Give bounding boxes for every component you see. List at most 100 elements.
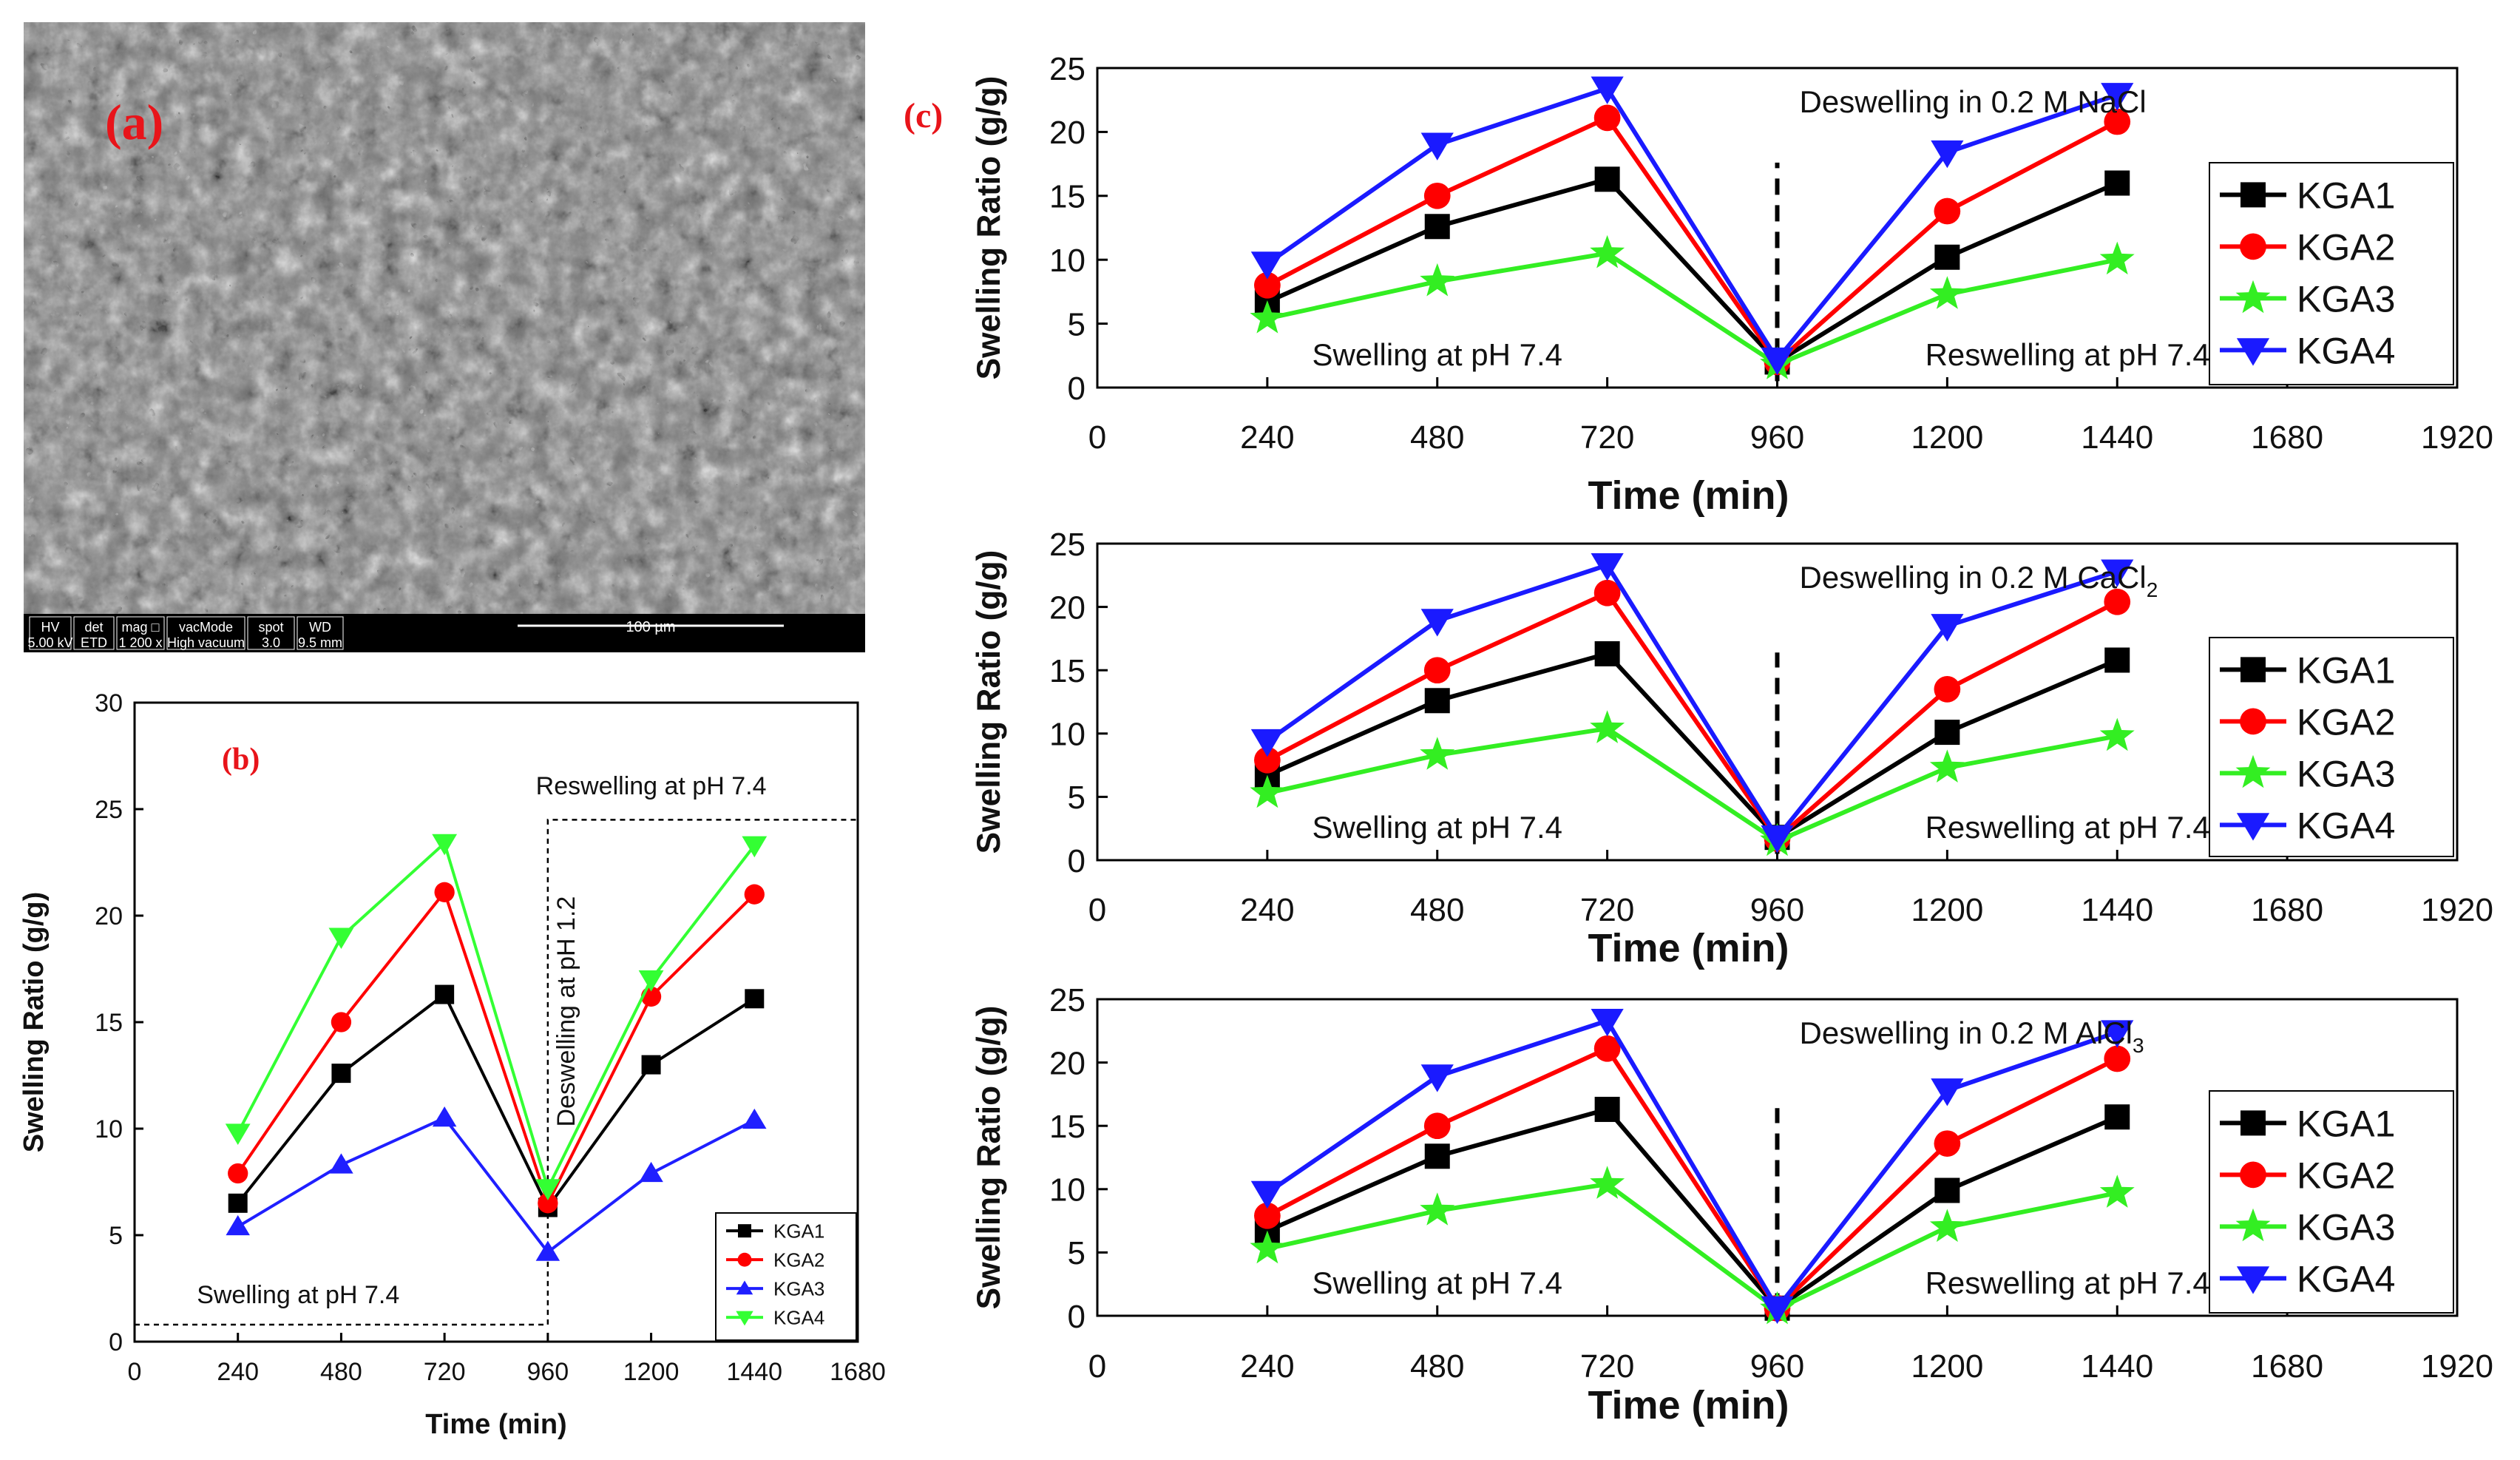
legend-marker-kga3 [2235, 1208, 2271, 1242]
data-point-kga4 [742, 836, 768, 858]
data-point-kga4 [1761, 1296, 1794, 1324]
series-line-kga4 [236, 842, 756, 1190]
data-point-kga2 [1934, 676, 1961, 703]
legend-marker-kga3 [736, 1280, 753, 1295]
sem-info-cell [116, 616, 165, 650]
y-tick-label: 5 [1068, 306, 1085, 342]
series-line-kga4 [1266, 1018, 2118, 1311]
series-line-kga3 [237, 1116, 756, 1254]
data-point-kga1 [435, 984, 455, 1004]
y-tick-label: 5 [1068, 780, 1085, 816]
x-tick-label: 0 [128, 1358, 142, 1386]
sem-info-cell [297, 616, 344, 650]
legend-label-kga4: KGA4 [2297, 1258, 2395, 1300]
phase-boundary-line [135, 819, 858, 1326]
data-point-kga2 [1934, 1130, 1961, 1157]
x-tick-label: 1200 [1911, 892, 1983, 928]
y-tick-label: 10 [95, 1115, 123, 1143]
legend-marker-kga1 [738, 1224, 751, 1238]
data-point-kga3 [1250, 1230, 1285, 1264]
data-point-kga3 [1929, 276, 1965, 309]
annotation-reswelling: Reswelling at pH 7.4 [1925, 1265, 2210, 1300]
y-axis-title: Swelling Ratio (g/g) [971, 76, 1007, 380]
sem-info-header: WD [309, 620, 331, 635]
data-point-kga3 [639, 1161, 663, 1183]
sem-info-header: vacMode [179, 620, 233, 635]
annotation-reswelling: Reswelling at pH 7.4 [536, 772, 767, 800]
series-line-kga1 [1266, 1106, 2118, 1311]
data-point-kga2 [228, 1163, 248, 1184]
data-point-kga4 [1591, 552, 1624, 581]
annotation-deswelling: Deswelling in 0.2 M AlCl3 [1800, 1015, 2144, 1057]
sem-info-header: mag □ [122, 620, 160, 635]
x-tick-label: 960 [1750, 892, 1804, 928]
legend-label-kga1: KGA1 [2297, 649, 2395, 691]
legend-marker-kga3 [2235, 754, 2271, 788]
legend-marker-kga1 [2240, 182, 2266, 208]
data-point-kga1 [2104, 170, 2130, 196]
y-tick-label: 0 [109, 1328, 123, 1356]
legend-label-kga3: KGA3 [773, 1278, 824, 1300]
data-point-kga3 [742, 1108, 767, 1129]
data-point-kga3 [1250, 300, 1285, 334]
annotation-deswelling-subscript: 3 [2133, 1034, 2144, 1057]
data-point-kga3 [329, 1153, 353, 1174]
y-tick-label: 20 [1049, 589, 1085, 626]
x-tick-label: 1200 [1911, 1348, 1983, 1385]
legend-label-kga1: KGA1 [773, 1220, 824, 1243]
data-point-kga4 [1931, 140, 1964, 169]
legend-label-kga3: KGA3 [2297, 1206, 2395, 1248]
chart-c-nacl: (c) 0 240 480 720 960 1200 1440 1680 1920 0 5 10 15 2… [904, 51, 2493, 518]
sem-info-cell [73, 616, 115, 650]
data-point-kga3 [432, 1106, 457, 1127]
legend-marker-kga4 [2236, 1266, 2270, 1294]
x-tick-label: 720 [1580, 419, 1634, 456]
data-point-kga3 [2099, 1175, 2135, 1208]
y-tick-label: 15 [95, 1009, 123, 1037]
data-point-kga3 [1420, 737, 1455, 770]
data-point-kga4 [1591, 76, 1624, 104]
data-point-kga4 [1931, 1078, 1964, 1106]
data-point-kga1 [1594, 1096, 1620, 1122]
y-tick-label: 20 [1049, 115, 1085, 151]
x-tick-label: 960 [1750, 1348, 1804, 1385]
x-axis-title: Time (min) [1588, 473, 1789, 518]
x-axis-title: Time (min) [425, 1409, 566, 1440]
data-point-kga2 [2104, 108, 2131, 135]
x-tick-label: 1440 [2081, 1348, 2153, 1385]
legend-marker-kga4 [736, 1311, 753, 1326]
data-point-kga2 [331, 1012, 352, 1033]
annotation-deswelling-main: Deswelling in 0.2 M CaCl [1800, 560, 2147, 595]
y-tick-label: 25 [95, 796, 123, 824]
data-point-kga3 [2099, 717, 2135, 751]
x-tick-label: 1200 [623, 1358, 680, 1386]
annotation-deswelling: Deswelling in 0.2 M NaCl [1800, 84, 2147, 119]
legend-label-kga4: KGA4 [2297, 330, 2395, 371]
legend-label-kga1: KGA1 [2297, 1103, 2395, 1144]
legend-label-kga3: KGA3 [2297, 278, 2395, 320]
annotation-reswelling: Reswelling at pH 7.4 [1925, 810, 2210, 845]
data-point-kga4 [1250, 251, 1284, 280]
data-point-kga4 [1420, 132, 1454, 160]
y-tick-label: 5 [109, 1222, 123, 1250]
data-point-kga1 [1594, 641, 1620, 666]
annotation-deswelling-main: Deswelling in 0.2 M AlCl [1800, 1015, 2133, 1050]
data-point-kga2 [2104, 1045, 2131, 1072]
panel-b-label: (b) [222, 743, 260, 777]
data-point-kga3 [1929, 749, 1965, 783]
y-tick-label: 0 [1068, 371, 1085, 407]
data-point-kga2 [538, 1193, 558, 1214]
annotation-deswelling: Deswelling at pH 1.2 [552, 896, 580, 1127]
y-tick-label: 15 [1049, 653, 1085, 689]
sem-info-header: HV [41, 620, 59, 635]
data-point-kga2 [1423, 657, 1451, 684]
data-point-kga1 [1934, 244, 1960, 270]
data-point-kga2 [1254, 746, 1281, 774]
data-point-kga2 [1593, 1035, 1621, 1062]
y-tick-label: 20 [1049, 1045, 1085, 1081]
x-axis-title: Time (min) [1588, 1383, 1789, 1427]
y-tick-label: 20 [95, 902, 123, 930]
chart-b: (b) 0 240 480 720 960 1200 1440 1680 0 5 10 15 20 25 3… [18, 689, 886, 1440]
series-line-kga3 [1267, 251, 2118, 367]
legend-marker-kga1 [2240, 657, 2266, 683]
